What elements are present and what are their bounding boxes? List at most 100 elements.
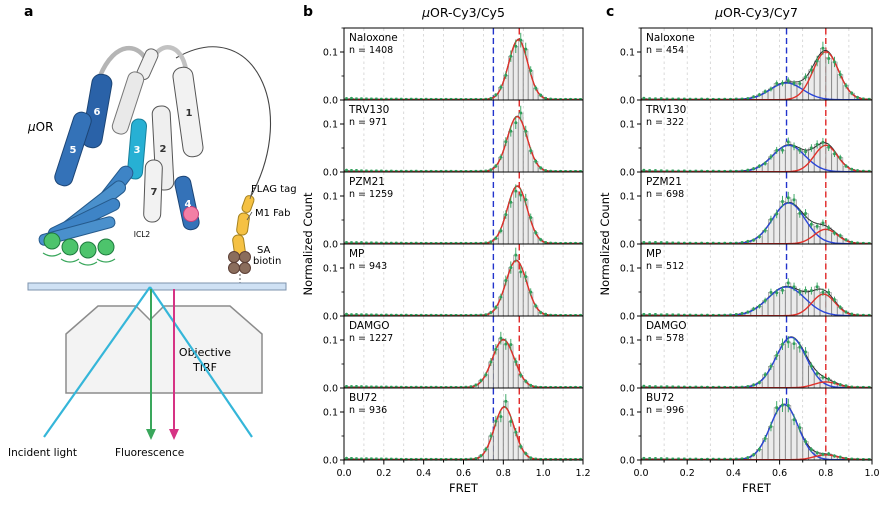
data-marker	[856, 385, 859, 389]
data-marker	[844, 457, 848, 460]
data-marker	[494, 93, 498, 97]
n-count-label: n = 996	[646, 405, 684, 416]
data-marker	[350, 457, 353, 460]
data-marker	[827, 291, 830, 294]
data-marker	[769, 291, 773, 294]
data-marker	[723, 313, 727, 317]
histogram-bar	[768, 426, 774, 461]
y-tick-label: 0.1	[323, 408, 338, 419]
data-marker	[370, 97, 373, 101]
data-marker	[683, 313, 686, 317]
data-marker	[729, 241, 732, 245]
data-marker	[827, 145, 830, 149]
objective-body	[65, 305, 263, 394]
y-tick-label: 0.0	[323, 312, 338, 323]
data-marker	[394, 313, 398, 317]
helix-7	[143, 159, 163, 223]
data-marker	[786, 140, 790, 144]
histogram-bar	[513, 122, 519, 173]
data-marker	[775, 82, 779, 85]
data-marker	[569, 98, 572, 101]
data-marker	[494, 348, 498, 351]
data-marker	[509, 129, 513, 133]
y-tick-label: 0.1	[620, 336, 635, 347]
data-marker	[810, 448, 813, 451]
data-marker	[833, 152, 836, 156]
data-marker	[642, 457, 646, 460]
data-marker	[746, 385, 750, 388]
data-marker	[752, 238, 755, 242]
data-marker	[484, 313, 488, 317]
data-marker	[419, 98, 423, 101]
data-marker	[534, 457, 537, 461]
data-marker	[509, 420, 513, 423]
data-marker	[409, 169, 413, 173]
data-marker	[554, 386, 557, 389]
histogram-bar	[785, 197, 792, 245]
data-marker	[792, 198, 796, 202]
data-marker	[409, 458, 413, 461]
green-fluorophore	[43, 232, 61, 250]
subplot-mp: 0.0 0.1 MPn = 943	[323, 243, 584, 323]
data-marker	[424, 457, 428, 461]
data-marker	[524, 198, 528, 201]
data-marker	[499, 229, 503, 233]
data-marker	[867, 386, 871, 389]
helix-bundle	[38, 45, 204, 246]
data-marker	[815, 59, 819, 63]
data-marker	[850, 240, 854, 244]
data-marker	[394, 385, 398, 389]
data-marker	[365, 385, 368, 389]
data-marker	[867, 97, 871, 101]
data-marker	[439, 313, 443, 317]
receptor-tirf-diagram: 1 2 3 4 5 6 7 μOR ICL2 FLAG tag M1 Fab S…	[8, 45, 297, 459]
data-marker	[862, 169, 865, 173]
data-marker	[752, 307, 755, 311]
data-marker	[469, 457, 473, 461]
data-marker	[544, 97, 547, 100]
or-text: OR	[36, 120, 54, 134]
x-tick-label: 0.6	[772, 468, 787, 479]
y-tick-label: 0.1	[323, 48, 338, 59]
data-marker	[569, 458, 572, 461]
data-marker	[360, 313, 363, 317]
streptavidin-sphere	[239, 251, 251, 263]
histogram-bar	[518, 39, 524, 101]
streptavidin-sphere	[228, 262, 240, 274]
helix-2-label: 2	[160, 144, 167, 155]
x-tick-label: 0.2	[680, 468, 695, 479]
data-marker	[734, 385, 738, 389]
data-marker	[729, 313, 732, 317]
data-marker	[355, 457, 358, 461]
flag-tag-label: FLAG tag	[251, 184, 297, 195]
data-marker	[833, 298, 836, 301]
data-marker	[375, 97, 378, 101]
data-marker	[775, 212, 779, 216]
y-tick-label: 0.0	[323, 456, 338, 467]
streptavidin-sphere	[239, 262, 251, 274]
data-marker	[494, 236, 498, 240]
data-marker	[375, 313, 378, 317]
data-marker	[370, 385, 373, 389]
data-marker	[564, 386, 567, 389]
helix-7-label: 7	[151, 187, 158, 198]
data-marker	[549, 313, 552, 317]
y-tick-label: 0.0	[323, 96, 338, 107]
data-marker	[539, 311, 542, 314]
data-marker	[706, 242, 709, 245]
data-marker	[534, 304, 537, 308]
m1-fab-label: M1 Fab	[255, 208, 290, 219]
y-tick-label: 0.0	[620, 240, 635, 251]
data-marker	[694, 97, 698, 101]
data-marker	[746, 168, 750, 172]
data-marker	[544, 386, 547, 389]
data-marker	[385, 97, 388, 101]
data-marker	[654, 97, 657, 101]
data-marker	[539, 166, 542, 170]
histogram-bar	[796, 213, 803, 245]
data-marker	[769, 425, 773, 428]
